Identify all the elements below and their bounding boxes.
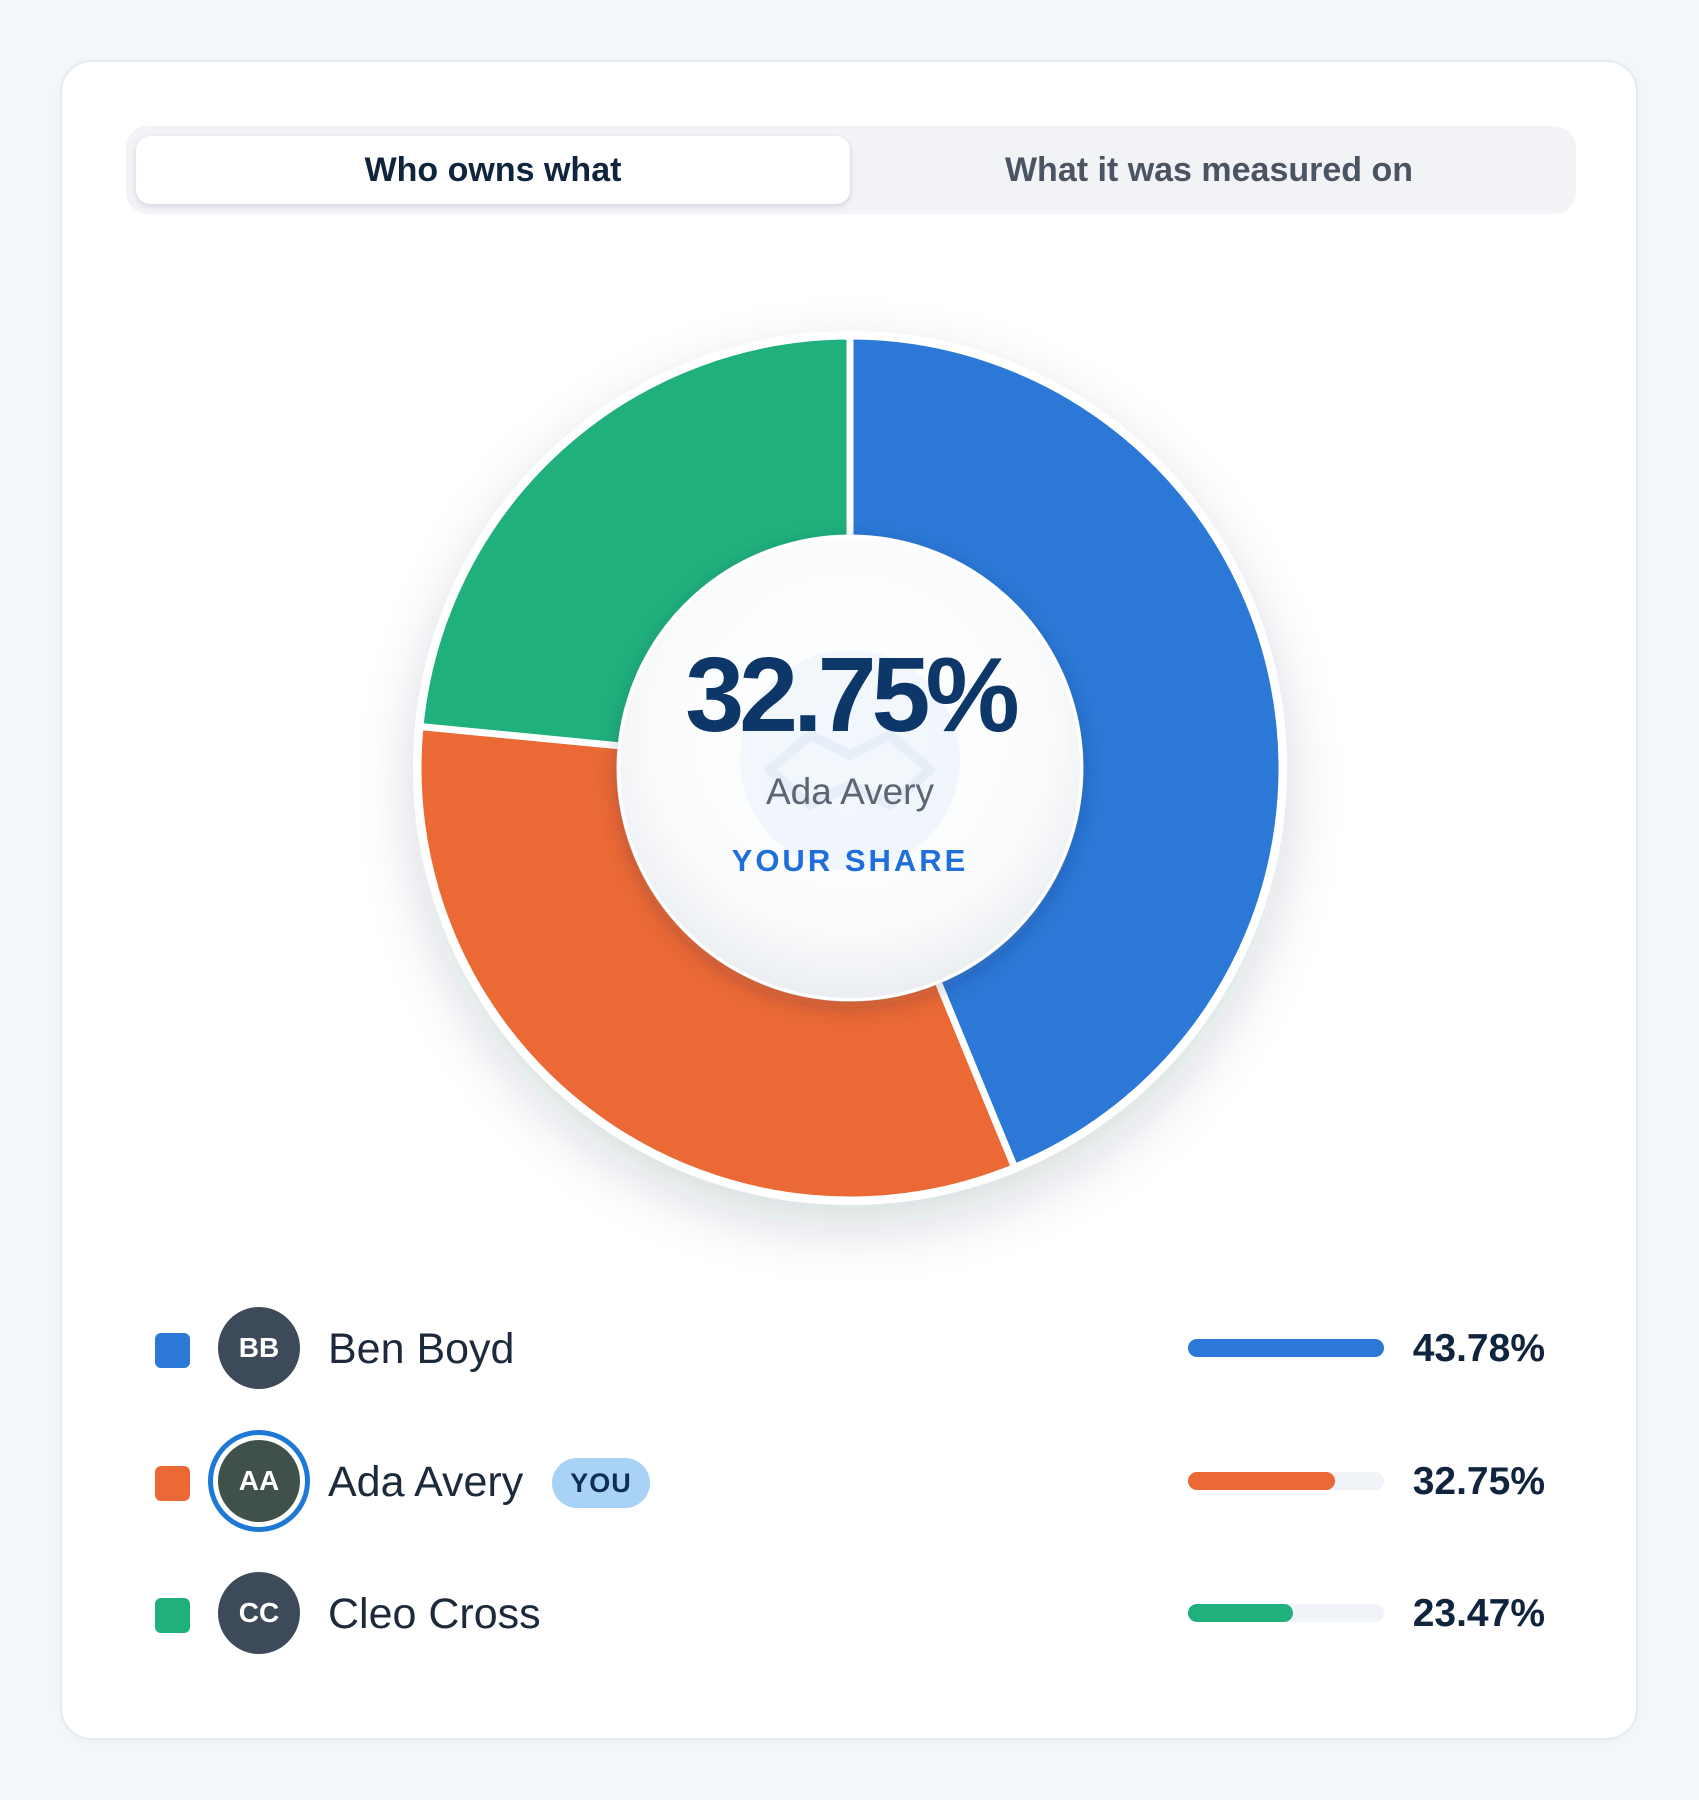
share-bar-fill bbox=[1188, 1604, 1294, 1622]
center-share-label: YOUR SHARE bbox=[731, 843, 969, 878]
center-share-value: 32.75% bbox=[685, 636, 1020, 754]
share-bar-track bbox=[1188, 1472, 1384, 1490]
legend-swatch bbox=[155, 1333, 190, 1368]
handshake-icon bbox=[740, 650, 960, 870]
legend-percent: 32.75% bbox=[1412, 1460, 1545, 1503]
avatar: CC bbox=[218, 1572, 300, 1654]
legend-swatch bbox=[155, 1466, 190, 1501]
legend-swatch bbox=[155, 1598, 190, 1633]
share-bar-track bbox=[1188, 1604, 1384, 1622]
share-bar-fill bbox=[1188, 1472, 1335, 1490]
share-bar-track bbox=[1188, 1339, 1384, 1357]
center-owner-name: Ada Avery bbox=[766, 771, 934, 812]
legend-row-cleo-cross: CC Cleo Cross 23.47% bbox=[0, 1568, 1699, 1658]
legend-percent: 43.78% bbox=[1412, 1327, 1545, 1370]
donut-slices bbox=[414, 332, 1286, 1204]
avatar: BB bbox=[218, 1307, 300, 1389]
legend-name: Ben Boyd bbox=[328, 1325, 515, 1373]
legend-row-ada-avery: AA Ada Avery YOU 32.75% bbox=[0, 1436, 1699, 1526]
legend-row-ben-boyd: BB Ben Boyd 43.78% bbox=[0, 1303, 1699, 1393]
tab-who-owns-what[interactable]: Who owns what bbox=[136, 136, 850, 204]
tab-what-it-was-measured-on[interactable]: What it was measured on bbox=[1004, 150, 1414, 189]
legend-name: Cleo Cross bbox=[328, 1590, 541, 1638]
legend-percent: 23.47% bbox=[1412, 1592, 1545, 1635]
tab-bar: Who owns what What it was measured on bbox=[126, 126, 1576, 214]
avatar: AA bbox=[218, 1440, 300, 1522]
you-badge: YOU bbox=[552, 1458, 650, 1508]
legend-name: Ada Avery bbox=[328, 1458, 524, 1506]
share-bar-fill bbox=[1188, 1339, 1384, 1357]
